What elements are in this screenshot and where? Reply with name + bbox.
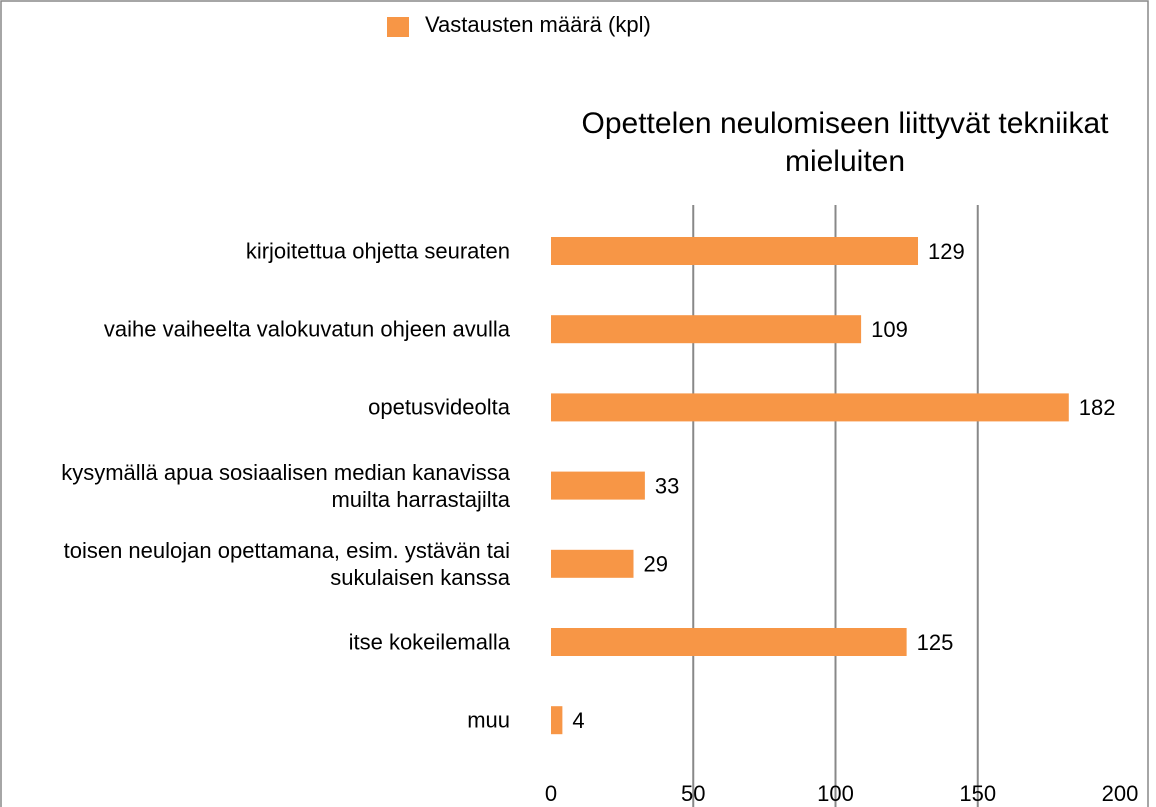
- value-label: 33: [655, 473, 679, 498]
- x-tick-label: 50: [681, 781, 705, 806]
- y-tick-label: opetusvideolta: [368, 394, 510, 420]
- value-label: 125: [917, 630, 954, 655]
- y-tick-label: muu: [467, 707, 510, 733]
- value-label: 4: [572, 708, 584, 733]
- y-tick-label: toisen neulojan opettamana, esim. ystävä…: [63, 537, 510, 590]
- bar: [551, 315, 862, 344]
- bar: [551, 706, 563, 735]
- value-label: 109: [871, 317, 908, 342]
- bar: [551, 549, 634, 578]
- y-tick-label: kysymällä apua sosiaalisen median kanavi…: [61, 459, 510, 512]
- bar: [551, 628, 907, 656]
- x-tick-label: 0: [545, 781, 557, 806]
- legend-label: Vastausten määrä (kpl): [425, 12, 651, 37]
- x-tick-label: 150: [959, 781, 996, 806]
- y-tick-label: itse kokeilemalla: [348, 629, 510, 655]
- x-tick-label: 100: [817, 781, 854, 806]
- value-label: 182: [1079, 395, 1116, 420]
- y-tick-label: kirjoitettua ohjetta seuraten: [245, 238, 510, 264]
- legend-swatch: [387, 17, 409, 37]
- value-label: 129: [928, 239, 965, 264]
- bar: [551, 393, 1069, 422]
- bar: [551, 237, 919, 265]
- value-label: 29: [644, 552, 668, 577]
- bar: [551, 471, 645, 500]
- chart-title: Opettelen neulomiseen liittyvät tekniika…: [581, 107, 1109, 178]
- x-tick-label: 200: [1102, 781, 1139, 806]
- y-tick-label: vaihe vaiheelta valokuvatun ohjeen avull…: [103, 316, 510, 342]
